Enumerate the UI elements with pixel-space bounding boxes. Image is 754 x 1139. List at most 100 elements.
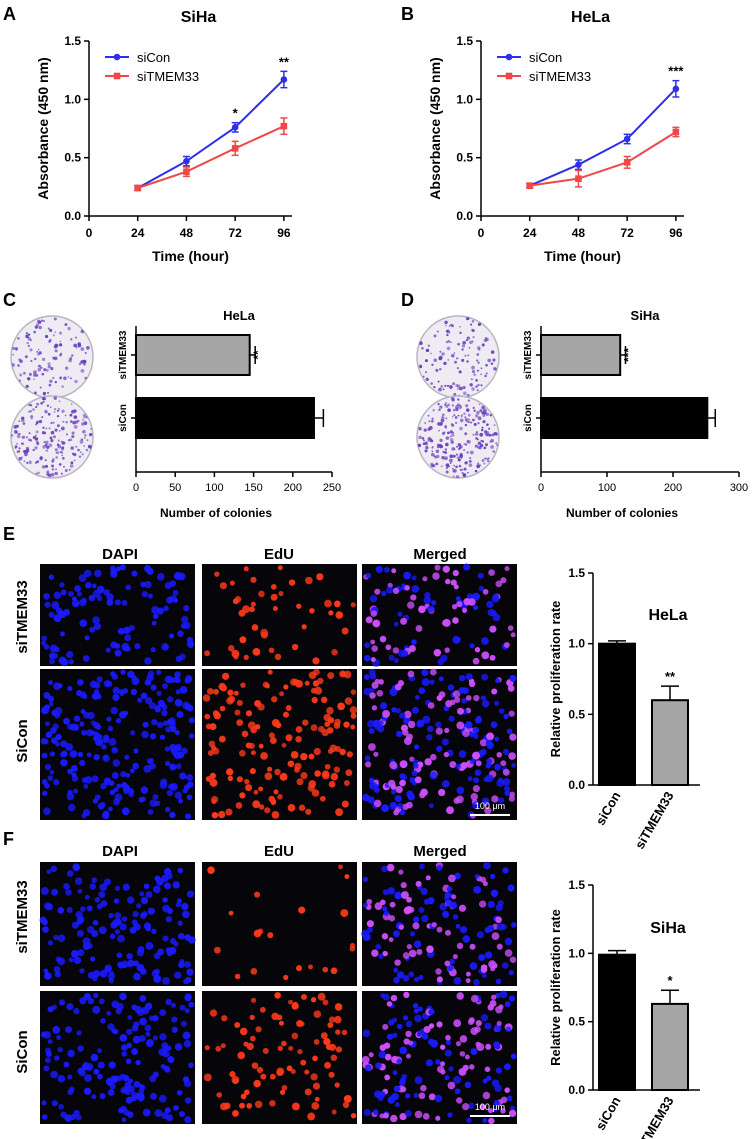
colony [467,413,471,417]
cell-nucleus [162,720,169,727]
colony [442,450,445,453]
colony [18,447,21,450]
colony [33,373,37,377]
cell-nucleus [397,971,405,979]
cell-nucleus [75,1114,82,1121]
cell-nucleus [57,1046,63,1053]
cell-nucleus [442,780,450,788]
colony [468,347,471,349]
cell-nucleus [403,710,412,719]
cell-nucleus [294,766,300,773]
cell-nucleus [128,787,134,794]
cell-nucleus [444,960,451,967]
cell-nucleus [144,1024,152,1032]
cell-nucleus [148,757,154,764]
cell-nucleus [410,594,417,601]
cell-nucleus [250,997,257,1003]
cell-nucleus [93,569,102,578]
x-tick-label: 0 [478,226,485,240]
cell-nucleus [444,929,451,936]
cell-nucleus [436,976,443,983]
cell-nucleus [77,888,83,894]
cell-nucleus [258,743,264,749]
cell-nucleus [232,1109,239,1117]
cell-nucleus [139,891,145,897]
colony [50,421,53,425]
colony [456,445,459,448]
cell-nucleus [408,949,417,958]
cell-nucleus [88,594,96,602]
cell-nucleus [149,1015,155,1021]
cell-nucleus [449,761,457,769]
cell-nucleus [49,769,55,775]
image-e-sitmem33-dapi [40,564,195,667]
cell-nucleus [488,1108,494,1114]
cell-nucleus [435,721,442,728]
cell-nucleus [442,618,451,627]
cell-nucleus [125,1058,132,1064]
x-axis-label: Time (hour) [152,248,229,264]
cell-nucleus [228,910,234,916]
colony [419,364,422,367]
cell-nucleus [300,772,308,780]
cell-nucleus [51,737,58,744]
cell-nucleus [324,763,331,770]
colony [470,323,473,326]
cell-nucleus [421,1033,429,1040]
cell-nucleus [456,942,464,950]
cell-nucleus [464,1081,472,1089]
colony [439,444,444,449]
cell-nucleus [161,709,168,717]
colony [467,471,469,474]
colony [443,361,447,366]
cell-nucleus [80,709,86,714]
cell-nucleus [398,924,405,930]
cell-nucleus [132,910,139,918]
cell-nucleus [70,765,78,772]
x-tick-label: 300 [730,482,748,494]
cell-nucleus [113,898,120,904]
cell-nucleus [440,1044,446,1050]
colony [26,461,29,464]
colony [44,464,49,468]
cell-nucleus [452,954,458,960]
cell-nucleus [188,717,196,724]
cell-nucleus [433,648,442,657]
cell-nucleus [387,582,393,589]
colony [45,427,48,430]
colony [476,359,479,362]
cell-nucleus [213,946,221,954]
colony [52,421,55,424]
chart-title: HeLa [648,607,687,624]
cell-nucleus [331,1109,337,1115]
cell-nucleus [495,580,503,588]
colony [18,358,21,361]
cell-nucleus [165,916,172,923]
cell-nucleus [407,720,416,729]
cell-nucleus [334,745,341,753]
colony [80,347,85,351]
cell-nucleus [112,759,121,767]
colony [490,433,494,437]
cell-nucleus [69,723,78,731]
cell-nucleus [502,777,511,786]
cell-nucleus [449,958,455,965]
cell-nucleus [111,1027,117,1034]
colony [59,352,63,355]
colony [75,336,77,339]
cell-nucleus [152,1071,159,1078]
cell-nucleus [110,570,118,578]
cell-nucleus [283,684,289,690]
colony [53,411,56,413]
cell-nucleus [508,710,515,717]
cell-nucleus [87,711,95,720]
cell-nucleus [291,1102,300,1111]
cell-nucleus [379,702,388,710]
colony [21,418,25,423]
cell-nucleus [50,865,58,873]
cell-nucleus [312,1055,318,1062]
cell-nucleus [428,1038,435,1045]
y-tick-label: 1.0 [568,946,585,960]
colony [452,382,456,386]
